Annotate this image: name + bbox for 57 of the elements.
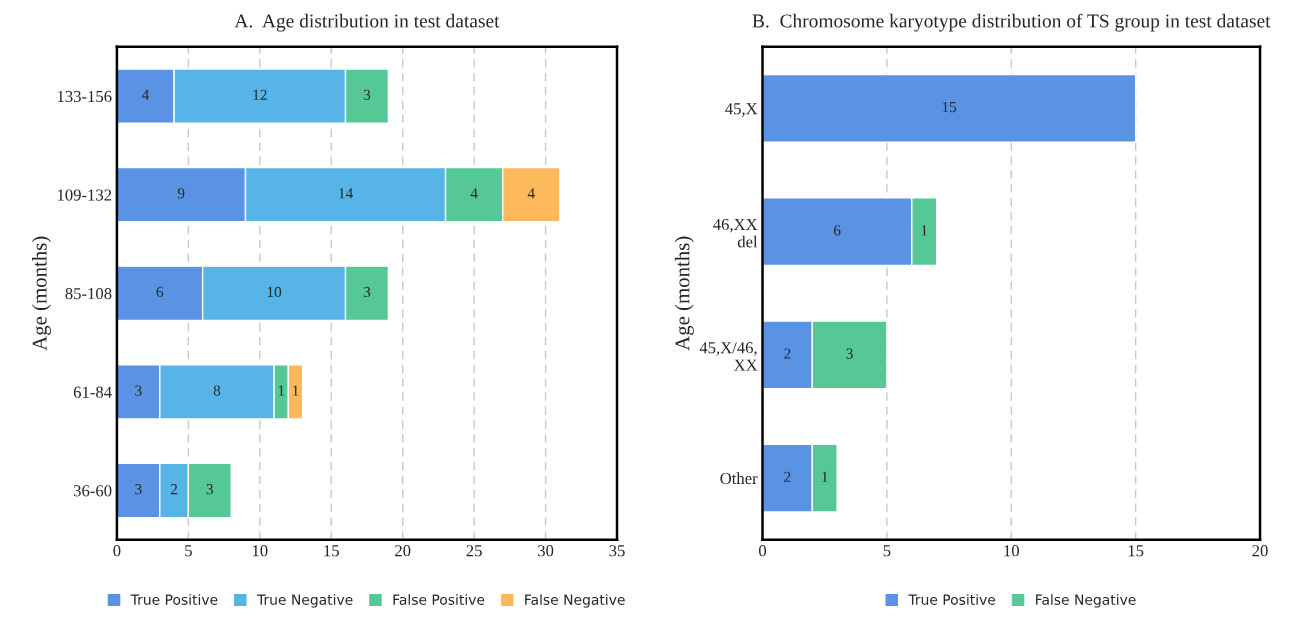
x-tick-label: 0	[113, 545, 121, 557]
y-axis-title: Age (months)	[31, 236, 51, 351]
data-label: 3	[363, 89, 371, 100]
data-label: 3	[135, 484, 142, 495]
x-tick-label: 15	[1128, 545, 1144, 557]
y-tick-label: 61-84	[73, 386, 112, 398]
data-label: 2	[170, 484, 178, 495]
y-tick-label: 36-60	[73, 485, 112, 497]
data-label: 3	[846, 348, 853, 359]
data-label: 1	[293, 385, 299, 396]
bar	[762, 73, 1137, 144]
data-label: 3	[135, 385, 142, 396]
y-axis-title: Age (months)	[674, 236, 694, 351]
y-tick-label: Other	[720, 472, 758, 485]
legend-label: True Positive	[130, 594, 218, 605]
chart-title: A. Age distribution in test dataset	[234, 13, 500, 32]
y-tick-label: 109-132	[57, 189, 112, 201]
x-tick-label: 25	[466, 545, 482, 557]
data-label: 10	[267, 286, 282, 298]
y-tick-label: 133-156	[57, 90, 112, 103]
data-label: 1	[822, 471, 828, 482]
data-label: 4	[141, 89, 150, 100]
legend-label: False Positive	[393, 594, 485, 605]
data-label: 6	[156, 286, 164, 298]
data-label: 8	[213, 385, 221, 396]
legend-label: False Negative	[1036, 594, 1136, 608]
data-label: 3	[206, 484, 214, 495]
data-label: 1	[278, 385, 285, 396]
x-tick-label: 10	[252, 545, 268, 557]
data-label: 9	[177, 188, 185, 199]
data-label: 6	[833, 225, 841, 236]
data-label: 12	[253, 89, 267, 100]
y-tick-label: 45,X	[725, 103, 758, 117]
x-tick-label: 10	[1004, 545, 1019, 557]
legend-label: True Positive	[908, 594, 996, 605]
legend-label: True Negative	[256, 594, 353, 608]
x-tick-label: 5	[185, 545, 192, 557]
x-tick-label: 0	[758, 545, 767, 557]
data-label: 4	[527, 188, 535, 199]
y-tick-label: 45,X/46, XX	[699, 342, 758, 371]
data-label: 1	[921, 225, 928, 236]
data-label: 2	[784, 471, 791, 482]
x-tick-label: 30	[538, 545, 554, 557]
chart-title: B. Chromosome karyotype distribution of TS group in test dataset	[752, 13, 1271, 32]
data-label: 4	[470, 188, 478, 199]
y-tick-label: 85-108	[65, 287, 112, 300]
data-label: 15	[942, 102, 957, 113]
x-tick-label: 20	[395, 545, 411, 557]
x-tick-label: 20	[1252, 545, 1268, 557]
x-tick-label: 35	[609, 545, 625, 557]
data-label: 14	[339, 188, 353, 199]
legend-label: False Negative	[525, 594, 625, 608]
data-label: 3	[363, 286, 371, 298]
x-tick-label: 15	[324, 545, 339, 557]
x-tick-label: 5	[883, 545, 891, 557]
y-tick-label: 46,XX del	[713, 218, 758, 248]
data-label: 2	[784, 348, 791, 359]
